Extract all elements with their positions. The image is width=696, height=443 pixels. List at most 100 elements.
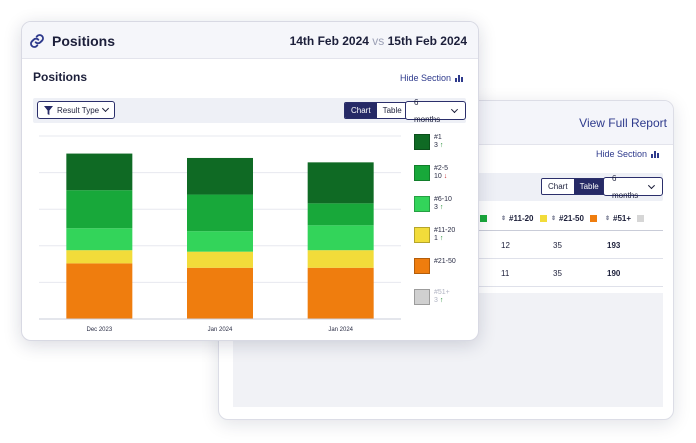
section-title: Positions xyxy=(33,70,88,84)
legend-item[interactable]: #51+ 3 ↑ xyxy=(414,289,450,305)
result-type-filter[interactable]: Result Type xyxy=(37,101,116,119)
legend-swatch xyxy=(414,289,430,305)
legend-swatch xyxy=(414,134,430,150)
table-cell: 190 xyxy=(607,269,621,278)
link-icon xyxy=(30,34,44,48)
bar-chart-icon xyxy=(455,75,463,82)
arrow-up-icon: ↑ xyxy=(439,297,444,304)
color-swatch xyxy=(539,215,547,222)
table-toggle[interactable]: Table xyxy=(376,103,408,118)
x-tick-label: Jan 2024 xyxy=(328,327,353,333)
legend-label: #2-5 xyxy=(434,165,449,172)
bar-segment-21-50[interactable] xyxy=(187,267,253,319)
legend-label: #1 xyxy=(434,134,442,141)
hide-section-button[interactable]: Hide Section xyxy=(400,73,463,83)
chart-toolbar: Result Type Chart Table 6 months xyxy=(33,98,466,124)
bar-segment-6-10[interactable] xyxy=(187,231,253,252)
legend-text: #11-20 1 ↑ xyxy=(434,227,455,243)
color-swatch xyxy=(637,215,645,222)
view-toggle: Chart Table xyxy=(344,102,409,119)
legend-label: #51+ xyxy=(434,289,450,296)
range-value: 6 months xyxy=(612,173,639,200)
legend-item[interactable]: #11-20 1 ↑ xyxy=(414,227,455,243)
bar-segment-1[interactable] xyxy=(307,162,374,204)
legend-text: #6-10 3 ↑ xyxy=(434,196,452,212)
card-title: Positions xyxy=(52,33,116,49)
legend-item[interactable]: #1 3 ↑ xyxy=(414,134,443,150)
color-swatch xyxy=(480,215,487,222)
legend-swatch xyxy=(414,258,430,274)
positions-stacked-bar-chart: Dec 2023 Jan 2024 Jan 2024 xyxy=(39,135,401,333)
arrow-up-icon: ↑ xyxy=(439,235,444,242)
bar-segment-2-5[interactable] xyxy=(187,194,253,232)
hide-section-label: Hide Section xyxy=(399,73,451,83)
chevron-down-icon xyxy=(451,105,459,113)
table-cell: 35 xyxy=(553,269,562,278)
legend-change: 3 ↑ xyxy=(434,142,444,149)
table-cell: 12 xyxy=(501,241,510,250)
card-header: Positions 14th Feb 2024 vs 15th Feb 2024 xyxy=(22,22,478,59)
sort-icon: ⇕ xyxy=(551,216,557,222)
bar-segment-11-20[interactable] xyxy=(66,250,133,264)
x-tick-label: Jan 2024 xyxy=(208,327,233,333)
legend-text: #2-5 10 ↓ xyxy=(434,165,448,181)
table-cell: 193 xyxy=(607,241,621,250)
legend-text: #21-50 xyxy=(434,258,456,274)
arrow-up-icon: ↑ xyxy=(439,142,444,149)
chart-toggle[interactable]: Chart xyxy=(345,103,377,118)
bar-segment-2-5[interactable] xyxy=(66,190,133,229)
chart-toggle[interactable]: Chart xyxy=(542,179,574,194)
legend-change: 3 ↑ xyxy=(434,204,444,211)
legend-change: 10 ↓ xyxy=(434,173,448,180)
legend-item[interactable]: #21-50 xyxy=(414,258,456,274)
table-cell: 11 xyxy=(501,269,510,278)
view-full-report-link[interactable]: View Full Report xyxy=(579,116,667,130)
bar-segment-21-50[interactable] xyxy=(307,267,374,319)
bar-segment-2-5[interactable] xyxy=(307,203,374,226)
range-select[interactable]: 6 months xyxy=(603,174,663,200)
column-header-21-50[interactable]: ⇕ #21-50 xyxy=(551,214,597,223)
date-vs: vs xyxy=(372,34,385,48)
bar-segment-1[interactable] xyxy=(66,153,133,191)
sort-icon: ⇕ xyxy=(501,216,507,222)
legend-swatch xyxy=(414,165,430,181)
legend-label: #11-20 xyxy=(434,227,456,234)
bar-segment-6-10[interactable] xyxy=(66,228,133,251)
result-type-label: Result Type xyxy=(57,105,100,115)
bar-segment-11-20[interactable] xyxy=(307,250,374,268)
legend-change: 1 ↑ xyxy=(434,235,444,242)
table-toggle[interactable]: Table xyxy=(573,179,605,194)
legend-label: #21-50 xyxy=(434,258,456,265)
table-cell: 35 xyxy=(553,241,562,250)
range-select[interactable]: 6 months xyxy=(405,98,466,124)
column-header-51-plus[interactable]: ⇕ #51+ xyxy=(605,214,645,223)
filter-icon xyxy=(44,105,53,115)
legend-item[interactable]: #2-5 10 ↓ xyxy=(414,165,448,181)
bar-chart-icon xyxy=(651,151,659,158)
arrow-up-icon: ↑ xyxy=(439,204,444,211)
chevron-down-icon xyxy=(102,104,110,113)
legend-change: 3 ↑ xyxy=(434,297,444,304)
legend-swatch xyxy=(414,196,430,212)
date-comparison: 14th Feb 2024 vs 15th Feb 2024 xyxy=(290,34,467,48)
range-value: 6 months xyxy=(414,97,441,124)
sort-icon: ⇕ xyxy=(605,216,611,222)
column-header-11-20[interactable]: ⇕ #11-20 xyxy=(501,214,547,223)
positions-card: Positions 14th Feb 2024 vs 15th Feb 2024… xyxy=(21,21,479,341)
x-tick-label: Dec 2023 xyxy=(86,327,112,333)
bar-segment-1[interactable] xyxy=(187,157,253,195)
legend-text: #51+ 3 ↑ xyxy=(434,289,450,305)
hide-section-label: Hide Section xyxy=(595,149,647,159)
bar-segment-11-20[interactable] xyxy=(187,251,253,268)
date-to: 15th Feb 2024 xyxy=(387,34,467,48)
arrow-down-icon: ↓ xyxy=(443,173,448,180)
hide-section-button[interactable]: Hide Section xyxy=(596,149,659,159)
chevron-down-icon xyxy=(648,181,656,189)
view-toggle: Chart Table xyxy=(541,178,606,195)
bar-segment-6-10[interactable] xyxy=(307,225,374,251)
legend-item[interactable]: #6-10 3 ↑ xyxy=(414,196,452,212)
legend-label: #6-10 xyxy=(434,196,452,203)
bar-segment-21-50[interactable] xyxy=(66,263,133,319)
legend-swatch xyxy=(414,227,430,243)
color-swatch xyxy=(589,215,597,222)
